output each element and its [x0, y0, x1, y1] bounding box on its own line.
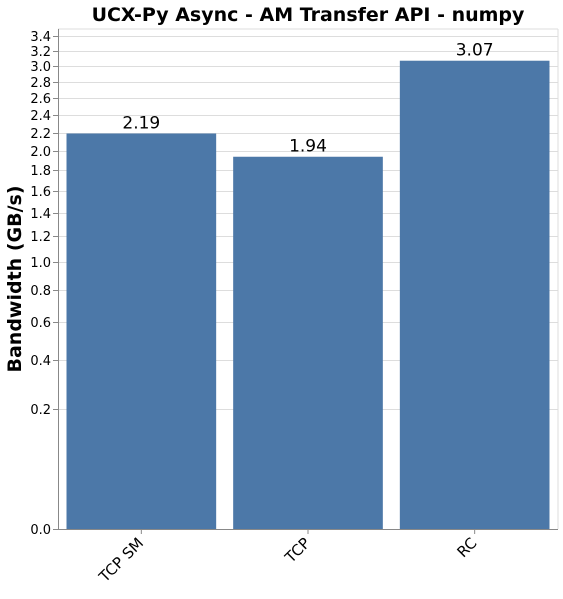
y-tick-label: 3.2 — [30, 45, 51, 60]
y-tick-label: 0.0 — [30, 523, 51, 538]
y-tick-label: 1.6 — [30, 185, 51, 200]
y-axis-ticks: 0.0 0.2 0.4 0.6 0.8 1.0 1.2 1.4 1.6 1.8 2.0 2.2 2.4 2… — [30, 30, 58, 538]
y-tick-label: 1.4 — [30, 207, 51, 222]
y-tick-label: 1.0 — [30, 256, 51, 271]
x-tick-label: TCP — [281, 534, 314, 567]
x-tick-label: TCP SM — [95, 534, 147, 586]
y-tick-label: 3.0 — [30, 60, 51, 75]
y-tick-label: 3.4 — [30, 30, 51, 45]
y-axis-label: Bandwidth (GB/s) — [4, 185, 26, 372]
y-tick-label: 0.6 — [30, 316, 51, 331]
bar-tcp — [233, 156, 383, 529]
y-tick-label: 2.8 — [30, 76, 51, 91]
y-tick-label: 0.8 — [30, 284, 51, 299]
y-tick-label: 0.2 — [30, 403, 51, 418]
bar-tcp-sm — [66, 133, 217, 529]
y-tick-label: 1.2 — [30, 230, 51, 245]
y-tick-label: 2.6 — [30, 92, 51, 107]
y-tick-label: 1.8 — [30, 164, 51, 179]
y-tick-label: 2.4 — [30, 109, 51, 124]
y-tick-label: 0.4 — [30, 354, 51, 369]
bar-value-label: 2.19 — [122, 113, 160, 133]
x-tick-label: RC — [454, 534, 481, 561]
bar-value-label: 3.07 — [456, 41, 494, 61]
value-labels: 2.19 1.94 3.07 — [122, 41, 493, 157]
bar-rc — [399, 60, 550, 530]
bars — [66, 60, 550, 530]
y-tick-label: 2.0 — [30, 145, 51, 160]
bar-value-label: 1.94 — [289, 137, 327, 157]
x-axis-ticks: TCP SM TCP RC — [95, 529, 481, 586]
y-tick-label: 2.2 — [30, 127, 51, 142]
chart-title: UCX-Py Async - AM Transfer API - numpy — [92, 4, 525, 26]
